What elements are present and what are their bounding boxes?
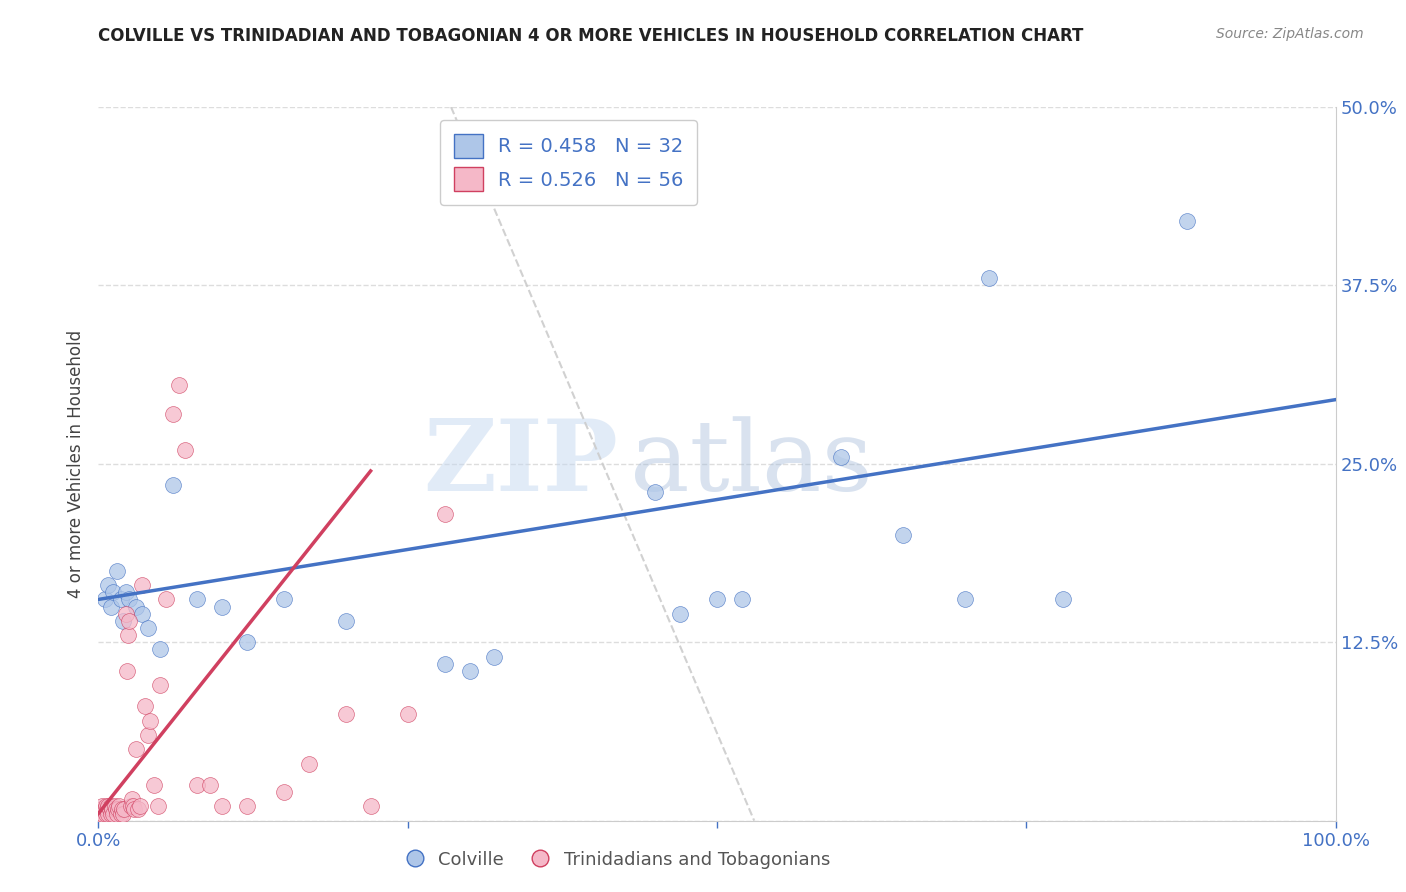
Point	[93, 592, 115, 607]
Point	[136, 728, 159, 742]
Point	[198, 778, 221, 792]
Text: ZIP: ZIP	[423, 416, 619, 512]
Point	[117, 628, 139, 642]
Point	[396, 706, 419, 721]
Point	[110, 592, 132, 607]
Point	[89, 806, 111, 821]
Point	[731, 592, 754, 607]
Point	[458, 664, 481, 678]
Point	[124, 742, 146, 756]
Point	[273, 592, 295, 607]
Point	[94, 806, 117, 821]
Point	[484, 649, 506, 664]
Point	[143, 778, 166, 792]
Point	[122, 799, 145, 814]
Point	[162, 478, 184, 492]
Point	[100, 599, 122, 614]
Point	[103, 806, 125, 821]
Point	[211, 799, 233, 814]
Point	[433, 657, 456, 671]
Point	[298, 756, 321, 771]
Point	[97, 799, 120, 814]
Point	[273, 785, 295, 799]
Point	[90, 802, 112, 816]
Point	[134, 699, 156, 714]
Point	[100, 799, 122, 814]
Point	[236, 635, 259, 649]
Text: Source: ZipAtlas.com: Source: ZipAtlas.com	[1216, 27, 1364, 41]
Point	[433, 507, 456, 521]
Point	[830, 450, 852, 464]
Point	[644, 485, 666, 500]
Y-axis label: 4 or more Vehicles in Household: 4 or more Vehicles in Household	[66, 330, 84, 598]
Point	[111, 802, 134, 816]
Point	[1175, 214, 1198, 228]
Point	[162, 407, 184, 421]
Point	[360, 799, 382, 814]
Point	[118, 592, 141, 607]
Point	[112, 806, 135, 821]
Point	[110, 806, 132, 821]
Point	[127, 802, 149, 816]
Point	[103, 799, 125, 814]
Point	[186, 592, 208, 607]
Point	[105, 564, 128, 578]
Point	[669, 607, 692, 621]
Legend: Colville, Trinidadians and Tobagonians: Colville, Trinidadians and Tobagonians	[399, 844, 838, 876]
Text: atlas: atlas	[630, 416, 873, 512]
Point	[706, 592, 728, 607]
Point	[211, 599, 233, 614]
Point	[103, 585, 125, 599]
Point	[107, 802, 129, 816]
Point	[149, 678, 172, 692]
Point	[98, 802, 121, 816]
Point	[114, 585, 136, 599]
Point	[114, 607, 136, 621]
Point	[91, 799, 114, 814]
Point	[979, 271, 1001, 285]
Point	[129, 799, 152, 814]
Point	[93, 806, 115, 821]
Point	[131, 607, 153, 621]
Point	[108, 799, 131, 814]
Point	[149, 642, 172, 657]
Point	[124, 802, 146, 816]
Point	[335, 706, 357, 721]
Point	[131, 578, 153, 592]
Point	[93, 802, 115, 816]
Point	[139, 714, 162, 728]
Point	[105, 806, 128, 821]
Point	[236, 799, 259, 814]
Point	[115, 664, 138, 678]
Point	[136, 621, 159, 635]
Point	[124, 599, 146, 614]
Point	[112, 802, 135, 816]
Point	[1052, 592, 1074, 607]
Point	[174, 442, 197, 457]
Point	[120, 799, 142, 814]
Point	[104, 802, 127, 816]
Point	[100, 806, 122, 821]
Point	[891, 528, 914, 542]
Point	[94, 799, 117, 814]
Point	[121, 792, 143, 806]
Point	[146, 799, 169, 814]
Point	[96, 802, 118, 816]
Point	[101, 802, 124, 816]
Text: COLVILLE VS TRINIDADIAN AND TOBAGONIAN 4 OR MORE VEHICLES IN HOUSEHOLD CORRELATI: COLVILLE VS TRINIDADIAN AND TOBAGONIAN 4…	[98, 27, 1084, 45]
Point	[167, 378, 190, 392]
Point	[155, 592, 177, 607]
Point	[97, 578, 120, 592]
Point	[118, 614, 141, 628]
Point	[335, 614, 357, 628]
Point	[953, 592, 976, 607]
Point	[97, 806, 120, 821]
Point	[186, 778, 208, 792]
Point	[112, 614, 135, 628]
